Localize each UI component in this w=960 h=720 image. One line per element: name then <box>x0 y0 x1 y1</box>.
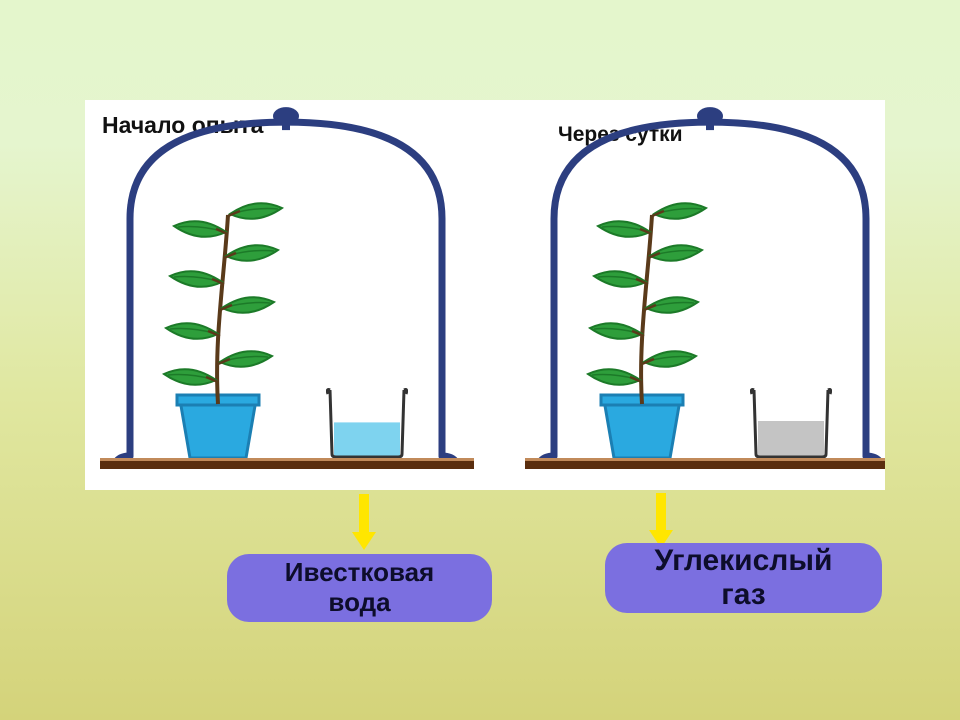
plant-left <box>108 158 328 458</box>
beaker-left <box>326 388 408 458</box>
platform-left <box>100 461 474 469</box>
beaker-right <box>750 388 832 458</box>
label-limewater-line1: Ивестковая <box>285 557 434 587</box>
label-limewater-line2: вода <box>328 587 390 617</box>
arrow-down-left <box>359 494 369 532</box>
arrow-down-right <box>656 493 666 530</box>
plant-right <box>532 158 752 458</box>
label-co2-line1: Углекислый <box>655 544 833 577</box>
slide-background: Начало опыта Через сутки Ивестковая вода… <box>0 0 960 720</box>
label-co2: Углекислый газ <box>605 543 882 613</box>
label-limewater: Ивестковая вода <box>227 554 492 622</box>
platform-right <box>525 461 885 469</box>
label-co2-line2: газ <box>721 578 765 611</box>
arrow-down-left-head <box>352 532 376 550</box>
